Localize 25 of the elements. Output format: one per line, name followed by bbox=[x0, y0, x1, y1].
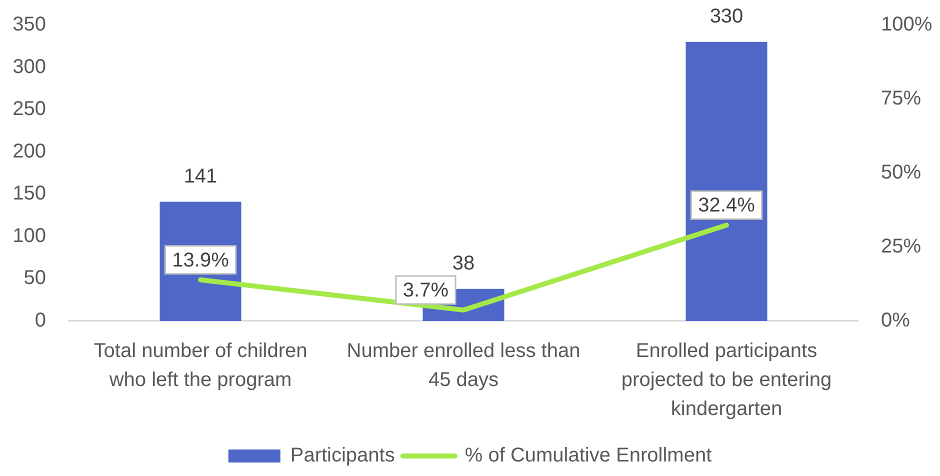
legend-label: Participants bbox=[290, 444, 395, 467]
legend-label: % of Cumulative Enrollment bbox=[464, 444, 712, 467]
x-tick-label: Number enrolled less than 45 days bbox=[346, 340, 580, 392]
bar bbox=[686, 42, 768, 321]
y2-tick-label: 0% bbox=[881, 310, 910, 332]
y2-tick-label: 25% bbox=[881, 236, 922, 258]
x-tick-label: Total number of children who left the program bbox=[94, 340, 308, 392]
x-tick-label: Enrolled participants projected to be entering kindergarten bbox=[621, 340, 832, 420]
y2-tick-label: 75% bbox=[881, 88, 922, 110]
data-label: 330 bbox=[710, 5, 744, 28]
y-tick-label: 350 bbox=[12, 14, 46, 36]
y-tick-label: 250 bbox=[12, 98, 46, 120]
data-label: 38 bbox=[452, 252, 475, 274]
y-tick-label: 200 bbox=[12, 140, 46, 162]
data-label: 13.9% bbox=[172, 249, 230, 272]
data-label: 141 bbox=[184, 165, 218, 188]
y-tick-label: 0 bbox=[34, 310, 46, 332]
y-tick-label: 150 bbox=[12, 182, 46, 205]
data-label: 3.7% bbox=[402, 280, 449, 302]
y-tick-label: 300 bbox=[12, 56, 46, 78]
y-tick-label: 100 bbox=[12, 224, 46, 247]
y2-tick-label: 50% bbox=[881, 162, 922, 184]
y2-tick-label: 100% bbox=[881, 14, 932, 36]
data-label: 32.4% bbox=[698, 194, 756, 217]
y-tick-label: 50 bbox=[24, 267, 46, 290]
